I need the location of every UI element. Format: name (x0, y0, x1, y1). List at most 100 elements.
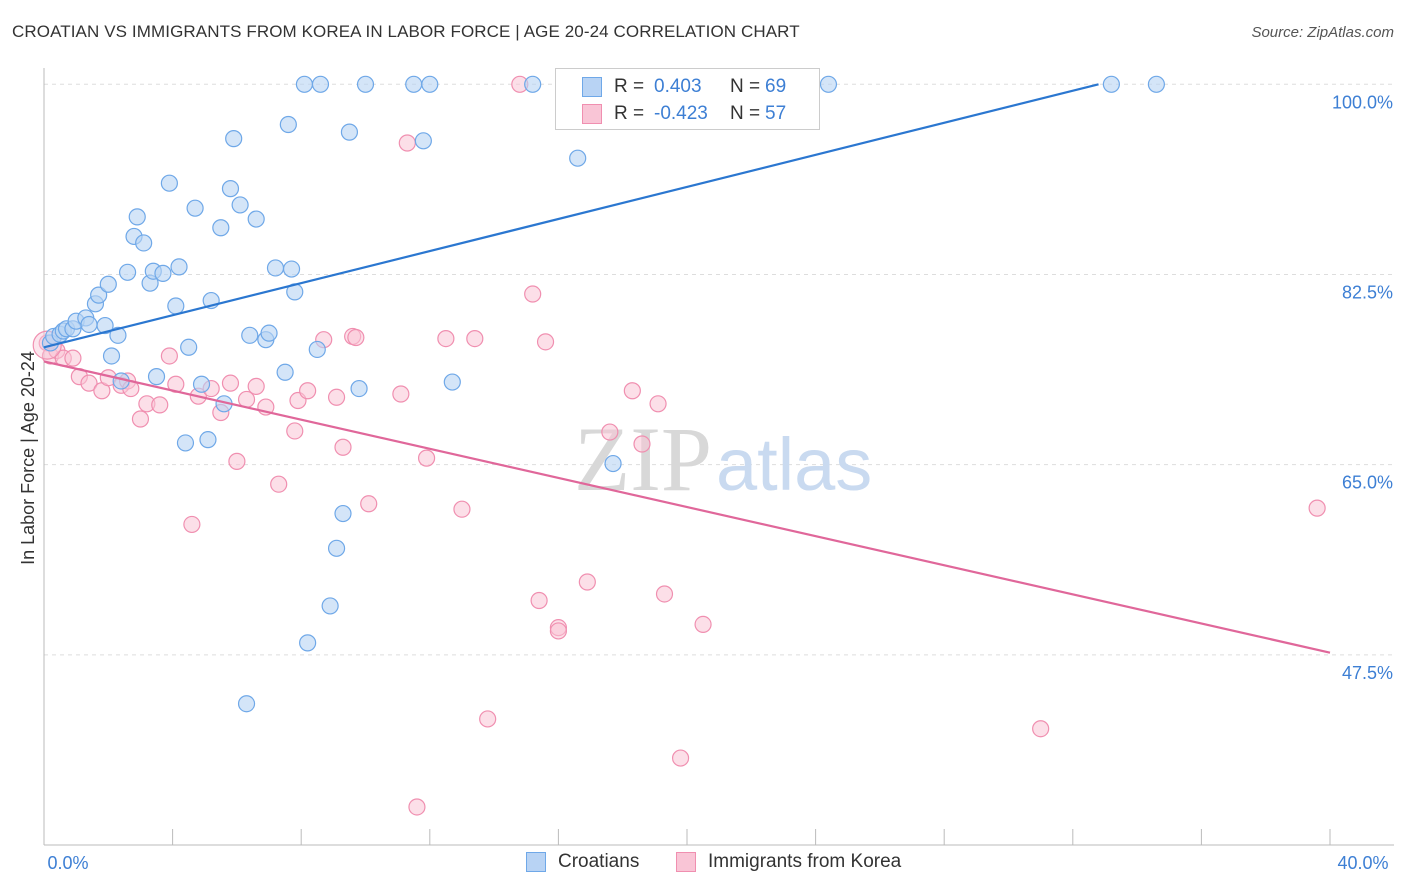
croatian-point (405, 75, 423, 93)
croatians-legend-label: Croatians (558, 851, 640, 872)
croatian-point (604, 454, 622, 473)
korea-point (623, 382, 641, 400)
korea-point (649, 395, 667, 413)
n-value: 69 (765, 76, 787, 97)
croatian-point (279, 115, 297, 134)
croatian-point (90, 286, 108, 304)
watermark-atlas: atlas (716, 423, 872, 506)
r-value: -0.423 (654, 103, 708, 124)
korea-point (417, 449, 436, 467)
y-tick-label: 82.5% (1342, 282, 1393, 302)
korea-point (286, 422, 304, 440)
croatian-point (421, 75, 439, 93)
croatian-point (154, 264, 172, 282)
croatian-point (356, 75, 375, 93)
korea-point (131, 410, 150, 428)
watermark-zip: ZIP (574, 408, 712, 510)
croatians-swatch (582, 77, 602, 97)
korea-point (479, 710, 497, 728)
croatian-trend-line (43, 83, 1099, 349)
axes (43, 68, 1394, 846)
croatian-point (80, 315, 98, 334)
korea-point (1032, 720, 1050, 738)
croatian-point (321, 597, 339, 615)
korea-point (549, 622, 568, 640)
korea-point (347, 328, 365, 347)
x-tick-label: 40.0% (1337, 853, 1388, 873)
croatian-point (231, 196, 249, 214)
korea-point (360, 495, 378, 513)
korea-legend-swatch (676, 852, 696, 872)
r-label: R = (614, 103, 645, 124)
croatian-point (147, 368, 166, 386)
r-label: R = (614, 76, 645, 97)
croatian-point (135, 234, 153, 252)
croatian-point (241, 326, 259, 344)
korea-point (228, 452, 246, 470)
r-value: 0.403 (654, 76, 702, 97)
croatian-point (199, 431, 217, 449)
korea-swatch (582, 104, 602, 124)
korea-point (633, 435, 651, 453)
korea-point (694, 615, 712, 633)
croatian-point (569, 149, 587, 167)
source-label: Source: ZipAtlas.com (1251, 24, 1394, 41)
croatian-point (247, 210, 265, 228)
croatian-point (340, 123, 359, 141)
croatian-point (237, 695, 256, 713)
korea-point (398, 134, 416, 152)
croatian-point (170, 258, 188, 276)
korea-point (327, 388, 346, 406)
croatian-point (212, 219, 230, 237)
croatian-point (180, 338, 198, 356)
korea-point (408, 798, 426, 816)
croatian-point (414, 132, 432, 150)
croatian-points (41, 75, 1165, 713)
croatian-point (176, 434, 195, 452)
korea-point (530, 591, 548, 610)
trend-lines (43, 83, 1331, 654)
croatian-point (96, 316, 114, 335)
korea-point (655, 585, 674, 603)
korea-point (160, 347, 178, 365)
croatian-point (308, 340, 326, 359)
croatian-point (1147, 75, 1165, 93)
correlation-legend: R = 0.403 N = 69 R = -0.423 N = 57 (555, 68, 820, 130)
croatian-point (334, 504, 352, 523)
korea-point (437, 329, 455, 348)
croatian-point (266, 259, 285, 277)
korea-point (601, 423, 619, 441)
korea-point (151, 396, 169, 414)
croatian-point (167, 297, 185, 315)
croatian-point (118, 263, 137, 281)
croatian-point (225, 130, 243, 148)
croatian-point (819, 75, 838, 93)
croatian-point (99, 275, 117, 293)
croatian-point (299, 634, 317, 652)
croatian-point (295, 75, 314, 93)
korea-trend-line (43, 360, 1331, 654)
korea-point (392, 385, 410, 403)
korea-point (270, 475, 288, 493)
legend-item-croatians: Croatians (526, 851, 639, 873)
croatian-point (276, 363, 294, 381)
legend-row-korea: R = -0.423 N = 57 (556, 101, 786, 127)
croatian-point (102, 347, 121, 365)
croatian-point (221, 180, 240, 198)
korea-point (334, 438, 352, 456)
croatian-point (192, 375, 211, 393)
x-tick-label: 0.0% (47, 853, 88, 873)
series-legend: Croatians Immigrants from Korea (0, 851, 1406, 877)
korea-point (466, 329, 484, 348)
korea-point (80, 374, 98, 392)
korea-points (32, 75, 1326, 816)
korea-point (299, 382, 317, 400)
croatian-point (1102, 75, 1120, 93)
y-axis-label: In Labor Force | Age 20-24 (18, 351, 38, 565)
korea-legend-label: Immigrants from Korea (708, 851, 902, 872)
croatian-point (524, 75, 542, 93)
y-tick-label: 65.0% (1342, 473, 1393, 493)
croatian-point (311, 75, 330, 93)
korea-point (524, 285, 542, 303)
